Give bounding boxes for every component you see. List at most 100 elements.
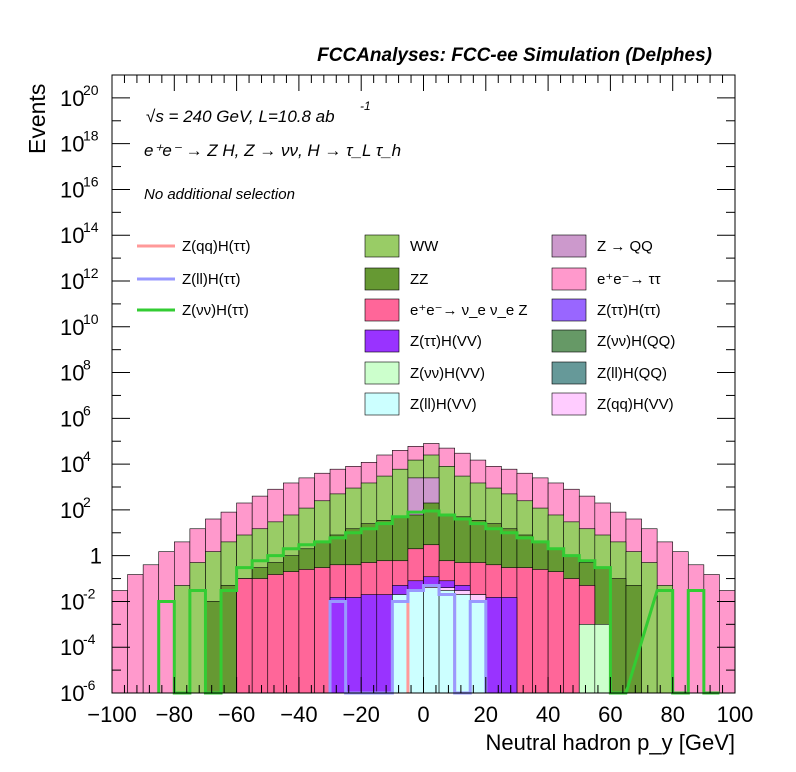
y-tick-label: 1 bbox=[90, 544, 102, 569]
y-tick-label: 10 bbox=[60, 589, 84, 614]
x-tick-label: −40 bbox=[280, 702, 317, 727]
hist-bar-4 bbox=[251, 578, 269, 694]
hist-bar-4 bbox=[283, 571, 300, 694]
hist-bar-3 bbox=[625, 585, 642, 694]
legend-label-3: WW bbox=[410, 238, 439, 255]
legend-swatch-10 bbox=[551, 267, 587, 291]
legend-label-9: Z → QQ bbox=[597, 238, 653, 255]
legend-label-5: e⁺e⁻→ ν_e ν_e Z bbox=[410, 302, 528, 319]
hist-bar-5 bbox=[376, 594, 393, 694]
hist-bar-3 bbox=[220, 585, 237, 694]
legend-label-0: Z(qq)H(ττ) bbox=[182, 238, 251, 255]
hist-bar-6 bbox=[594, 624, 611, 694]
hist-bar-5 bbox=[360, 594, 378, 694]
hist-bar-1 bbox=[189, 562, 206, 694]
legend-label-12: Z(νν)H(QQ) bbox=[597, 333, 675, 350]
y-tick-exponent: -2 bbox=[83, 585, 96, 601]
y-tick-label: 10 bbox=[60, 86, 84, 111]
energy-annotation-exponent: -1 bbox=[360, 99, 371, 113]
legend-swatch-6 bbox=[364, 329, 400, 353]
x-tick-label: 100 bbox=[717, 702, 754, 727]
process-annotation: e⁺e⁻ → Z H, Z → νν, H → τ_L τ_h bbox=[144, 141, 401, 160]
y-tick-exponent: -4 bbox=[83, 631, 96, 647]
hist-bar-4 bbox=[267, 574, 284, 694]
hist-bar-8 bbox=[423, 587, 440, 694]
y-tick-exponent: -6 bbox=[83, 677, 96, 693]
hist-bar-0 bbox=[158, 551, 175, 694]
y-tick-label: 10 bbox=[60, 177, 84, 202]
legend-label-1: Z(ll)H(ττ) bbox=[182, 271, 241, 288]
legend-label-11: Z(ττ)H(ττ) bbox=[597, 302, 661, 319]
hist-bar-5 bbox=[345, 597, 362, 694]
hist-bar-4 bbox=[563, 578, 580, 694]
y-tick-exponent: 14 bbox=[83, 219, 99, 235]
legend-label-4: ZZ bbox=[410, 271, 428, 288]
y-tick-label: 10 bbox=[60, 635, 84, 660]
hist-bar-8 bbox=[407, 590, 424, 694]
x-tick-label: −80 bbox=[156, 702, 193, 727]
legend-label-14: Z(qq)H(VV) bbox=[597, 396, 674, 413]
legend-label-13: Z(ll)H(QQ) bbox=[597, 365, 667, 382]
hist-bar-3 bbox=[205, 601, 222, 694]
selection-annotation: No additional selection bbox=[144, 186, 295, 203]
y-tick-label: 10 bbox=[60, 132, 84, 157]
legend-label-7: Z(νν)H(VV) bbox=[410, 365, 485, 382]
hist-bar-6 bbox=[578, 624, 596, 694]
y-tick-label: 10 bbox=[60, 498, 84, 523]
hist-bar-0 bbox=[687, 564, 705, 694]
energy-annotation: √s = 240 GeV, L=10.8 ab bbox=[146, 107, 335, 126]
hist-bar-0 bbox=[111, 590, 128, 694]
hist-bar-4 bbox=[314, 567, 331, 694]
y-tick-exponent: 6 bbox=[83, 402, 91, 418]
hist-bar-5 bbox=[485, 597, 502, 694]
legend-swatch-14 bbox=[551, 392, 587, 416]
hist-bar-0 bbox=[127, 574, 144, 694]
hist-bar-1 bbox=[641, 562, 658, 694]
hist-bar-3 bbox=[610, 578, 627, 694]
hist-bar-5 bbox=[329, 597, 346, 694]
x-tick-label: −20 bbox=[343, 702, 380, 727]
hist-bar-4 bbox=[236, 578, 253, 694]
x-tick-label: 20 bbox=[474, 702, 498, 727]
hist-bar-8 bbox=[454, 594, 471, 694]
legend: Z(qq)H(ττ) Z(ll)H(ττ) Z(νν)H(ττ) WW ZZ e⁺e⁻→ … bbox=[137, 234, 675, 416]
legend-swatch-11 bbox=[551, 298, 587, 322]
hist-bar-4 bbox=[532, 569, 549, 694]
hist-bar-5 bbox=[501, 597, 518, 694]
legend-swatch-3 bbox=[364, 234, 400, 258]
hist-bar-8 bbox=[392, 594, 409, 694]
y-tick-label: 10 bbox=[60, 681, 84, 706]
y-tick-label: 10 bbox=[60, 452, 84, 477]
legend-swatch-4 bbox=[364, 267, 400, 291]
hist-bar-1 bbox=[656, 585, 674, 694]
x-tick-label: 0 bbox=[417, 702, 429, 727]
chart-title: FCCAnalyses: FCC-ee Simulation (Delphes) bbox=[317, 45, 712, 66]
y-axis-label: Events bbox=[24, 84, 50, 154]
y-tick-exponent: 18 bbox=[83, 128, 99, 144]
legend-swatch-5 bbox=[364, 298, 400, 322]
hist-bar-8 bbox=[438, 590, 455, 694]
y-tick-labels: 10-610-410-21102104106108101010121014101… bbox=[60, 82, 102, 706]
hist-bar-0 bbox=[672, 551, 689, 694]
hist-bar-1 bbox=[174, 585, 191, 694]
x-tick-label: 40 bbox=[536, 702, 560, 727]
hist-bar-8 bbox=[469, 601, 487, 694]
y-tick-exponent: 8 bbox=[83, 357, 91, 373]
y-tick-label: 10 bbox=[60, 223, 84, 248]
legend-swatch-13 bbox=[551, 361, 587, 385]
y-tick-label: 10 bbox=[60, 315, 84, 340]
y-tick-label: 10 bbox=[60, 269, 84, 294]
hist-bar-0 bbox=[142, 564, 160, 694]
x-tick-label: 80 bbox=[660, 702, 684, 727]
hist-bar-4 bbox=[516, 567, 533, 694]
legend-label-8: Z(ll)H(VV) bbox=[410, 396, 477, 413]
axis-ticks bbox=[111, 74, 736, 694]
y-tick-exponent: 20 bbox=[83, 82, 99, 98]
legend-swatch-9 bbox=[551, 234, 587, 258]
hist-bar-0 bbox=[703, 574, 720, 694]
hist-bar-4 bbox=[547, 571, 564, 694]
x-tick-label: −60 bbox=[218, 702, 255, 727]
hist-bar-0 bbox=[719, 590, 736, 694]
legend-label-6: Z(ττ)H(VV) bbox=[410, 333, 482, 350]
